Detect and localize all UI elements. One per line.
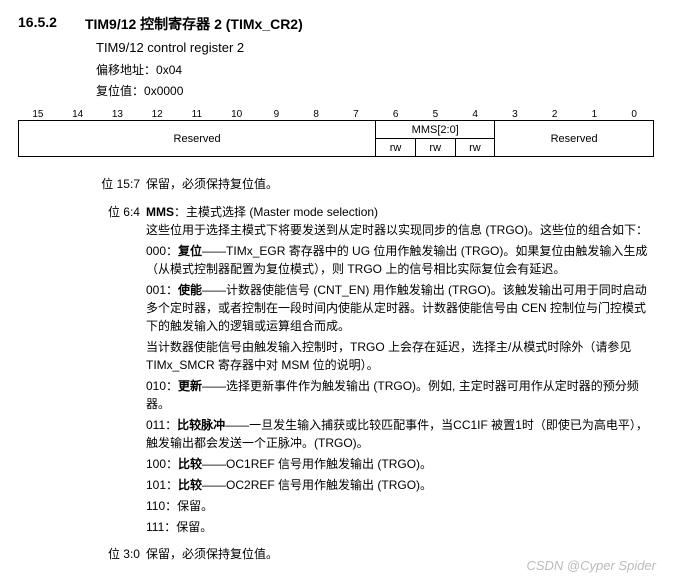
- mms-100: 100：比较——OC1REF 信号用作触发输出 (TRGO)。: [146, 455, 656, 473]
- bit-num: 8: [296, 109, 336, 120]
- bit-num: 0: [614, 109, 654, 120]
- mms-name: 复位: [178, 244, 202, 258]
- register-table: Reserved MMS[2:0] Reserved rw rw rw: [18, 120, 654, 157]
- mms-code: 000：: [146, 244, 178, 258]
- bit-num: 9: [257, 109, 297, 120]
- mms-101: 101：比较——OC2REF 信号用作触发输出 (TRGO)。: [146, 476, 656, 494]
- mms-name: 使能: [178, 283, 202, 297]
- mms-code: 101：: [146, 478, 178, 492]
- mms-name: 比较脉冲: [177, 418, 225, 432]
- bit-range-label: 位 3:0: [96, 545, 146, 563]
- mms-desc: ——TIMx_EGR 寄存器中的 UG 位用作触发输出 (TRGO)。如果复位由…: [146, 244, 647, 276]
- bit-num: 5: [416, 109, 456, 120]
- bit-range-label: 位 6:4: [96, 203, 146, 539]
- bit-num: 6: [376, 109, 416, 120]
- mms-010: 010：更新——选择更新事件作为触发输出 (TRGO)。例如, 主定时器可用作从…: [146, 377, 656, 413]
- bit-num: 13: [98, 109, 138, 120]
- field-intro: 这些位用于选择主模式下将要发送到从定时器以实现同步的信息 (TRGO)。这些位的…: [146, 221, 656, 239]
- subtitle-en: TIM9/12 control register 2: [96, 40, 656, 55]
- bit-num: 4: [455, 109, 495, 120]
- reserved-hi: Reserved: [19, 121, 376, 157]
- bit-num: 7: [336, 109, 376, 120]
- section-number: 16.5.2: [18, 14, 57, 34]
- access-rw: rw: [455, 139, 495, 157]
- watermark: CSDN @Cyper Spider: [526, 558, 656, 573]
- reset-label: 复位值：: [96, 84, 144, 98]
- mms-name: 更新: [178, 379, 202, 393]
- bit-num: 2: [535, 109, 575, 120]
- mms-011: 011：比较脉冲——一旦发生输入捕获或比较匹配事件，当CC1IF 被置1时（即使…: [146, 416, 656, 452]
- bit-num: 3: [495, 109, 535, 120]
- reset-value: 0x0000: [144, 84, 183, 98]
- bit-num: 11: [177, 109, 217, 120]
- bit-num: 10: [217, 109, 257, 120]
- access-rw: rw: [415, 139, 455, 157]
- mms-000: 000：复位——TIMx_EGR 寄存器中的 UG 位用作触发输出 (TRGO)…: [146, 242, 656, 278]
- mms-desc: ——OC1REF 信号用作触发输出 (TRGO)。: [202, 457, 432, 471]
- mms-name: 比较: [178, 478, 202, 492]
- bit-header-row: 15 14 13 12 11 10 9 8 7 6 5 4 3 2 1 0: [18, 109, 654, 120]
- mms-001: 001：使能——计数器使能信号 (CNT_EN) 用作触发输出 (TRGO)。该…: [146, 281, 656, 335]
- mms-desc: ——选择更新事件作为触发输出 (TRGO)。例如, 主定时器可用作从定时器的预分…: [146, 379, 639, 411]
- bit-num: 1: [575, 109, 615, 120]
- mms-desc: ——计数器使能信号 (CNT_EN) 用作触发输出 (TRGO)。该触发输出可用…: [146, 283, 647, 333]
- reserved-lo: Reserved: [495, 121, 654, 157]
- mms-field: MMS[2:0]: [376, 121, 495, 139]
- field-header: MMS：主模式选择 (Master mode selection): [146, 203, 656, 221]
- mms-110: 110：保留。: [146, 497, 656, 515]
- mms-name: 比较: [178, 457, 202, 471]
- bit-num: 12: [137, 109, 177, 120]
- mms-code: 001：: [146, 283, 178, 297]
- mms-001-note: 当计数器使能信号由触发输入控制时，TRGO 上会存在延迟，选择主/从模式时除外（…: [146, 338, 656, 374]
- offset-value: 0x04: [156, 63, 182, 77]
- reset-line: 复位值：0x0000: [96, 82, 656, 99]
- field-name: MMS: [146, 205, 174, 219]
- bit-desc: 保留，必须保持复位值。: [146, 175, 656, 193]
- mms-111: 111：保留。: [146, 518, 656, 536]
- bit-num: 15: [18, 109, 58, 120]
- field-subtitle: ：主模式选择 (Master mode selection): [174, 205, 378, 219]
- page-title: TIM9/12 控制寄存器 2 (TIMx_CR2): [85, 14, 303, 34]
- mms-desc: ——OC2REF 信号用作触发输出 (TRGO)。: [202, 478, 432, 492]
- offset-label: 偏移地址：: [96, 63, 156, 77]
- access-rw: rw: [376, 139, 416, 157]
- bit-range-label: 位 15:7: [96, 175, 146, 193]
- mms-code: 011：: [146, 418, 177, 432]
- mms-code: 100：: [146, 457, 178, 471]
- bit-num: 14: [58, 109, 98, 120]
- offset-line: 偏移地址：0x04: [96, 61, 656, 78]
- mms-code: 010：: [146, 379, 178, 393]
